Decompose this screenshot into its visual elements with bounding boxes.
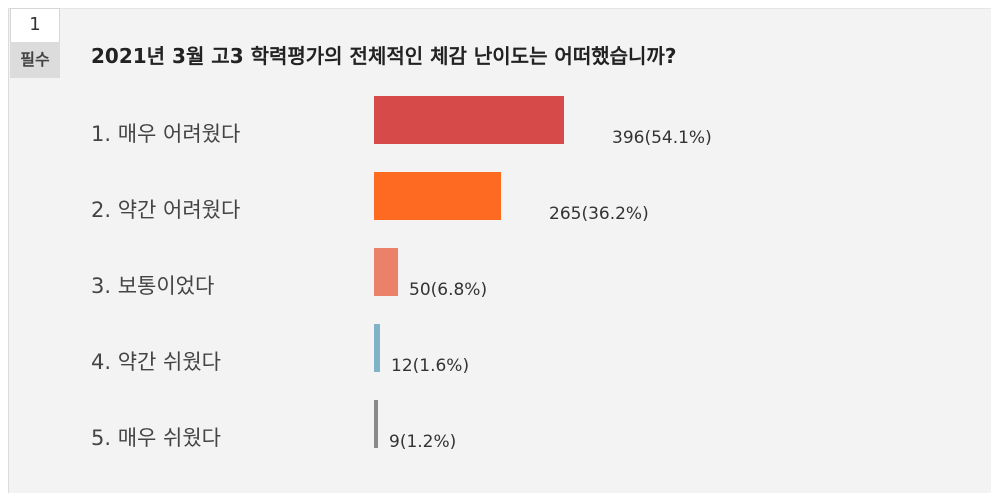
- response-bar: [374, 172, 501, 220]
- question-number: 1: [10, 8, 60, 42]
- option-label: 3. 보통이었다: [91, 274, 215, 298]
- option-label: 1. 매우 어려웠다: [91, 122, 241, 146]
- survey-question-panel: [8, 8, 991, 493]
- question-title: 2021년 3월 고3 학력평가의 전체적인 체감 난이도는 어떠했습니까?: [91, 44, 677, 68]
- response-count-label: 396(54.1%): [612, 128, 712, 148]
- response-bar: [374, 248, 398, 296]
- option-label: 5. 매우 쉬웠다: [91, 426, 221, 450]
- required-badge: 필수: [10, 42, 60, 78]
- response-bar: [374, 400, 378, 448]
- response-count-label: 9(1.2%): [389, 432, 457, 452]
- response-bar: [374, 324, 380, 372]
- response-count-label: 265(36.2%): [549, 204, 649, 224]
- option-label: 4. 약간 쉬웠다: [91, 350, 221, 374]
- response-count-label: 50(6.8%): [409, 280, 488, 300]
- response-count-label: 12(1.6%): [391, 356, 470, 376]
- option-label: 2. 약간 어려웠다: [91, 198, 241, 222]
- response-bar: [374, 96, 564, 144]
